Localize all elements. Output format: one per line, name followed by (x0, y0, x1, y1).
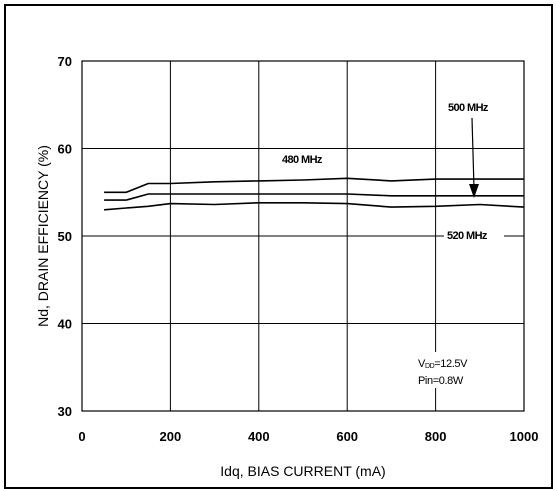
series-label-500: 500 MHz (448, 102, 489, 114)
series-line-500mhz (104, 193, 524, 201)
series-line-520mhz (104, 202, 525, 211)
pointer-arrow-line (471, 117, 475, 189)
pointer-arrow-head (469, 184, 479, 198)
x-tick-label: 400 (248, 429, 270, 444)
series-label-480: 480 MHz (282, 154, 323, 166)
vdd-condition: VDD=12.5V (418, 358, 468, 370)
series-label-520: 520 MHz (447, 230, 488, 242)
vdd-prefix: V (418, 358, 426, 370)
vdd-subscript: DD (425, 363, 435, 370)
series-layer (104, 177, 525, 211)
tick-layer: 0 200 400 600 800 1000 30 40 50 60 70 (58, 54, 539, 444)
pin-condition: Pin=0.8W (418, 375, 464, 387)
y-tick-label: 50 (58, 229, 72, 244)
label-bg-500 (446, 98, 502, 114)
series-line-480mhz (104, 177, 524, 194)
x-tick-label: 600 (336, 429, 358, 444)
x-tick-label: 800 (425, 429, 447, 444)
label-bg-520 (444, 226, 504, 242)
x-tick-label: 1000 (510, 429, 539, 444)
x-tick-label: 200 (160, 429, 182, 444)
x-tick-label: 0 (78, 429, 85, 444)
y-axis-label: Nd, DRAIN EFFICIENCY (%) (35, 145, 51, 327)
label-bg-480 (280, 150, 330, 166)
vdd-value: =12.5V (434, 358, 468, 370)
conditions-bg (414, 352, 484, 388)
x-axis-label: Idq, BIAS CURRENT (mA) (220, 463, 385, 479)
y-tick-label: 40 (58, 317, 72, 332)
y-tick-label: 70 (58, 54, 72, 69)
y-tick-label: 60 (58, 142, 72, 157)
y-tick-label: 30 (58, 404, 72, 419)
